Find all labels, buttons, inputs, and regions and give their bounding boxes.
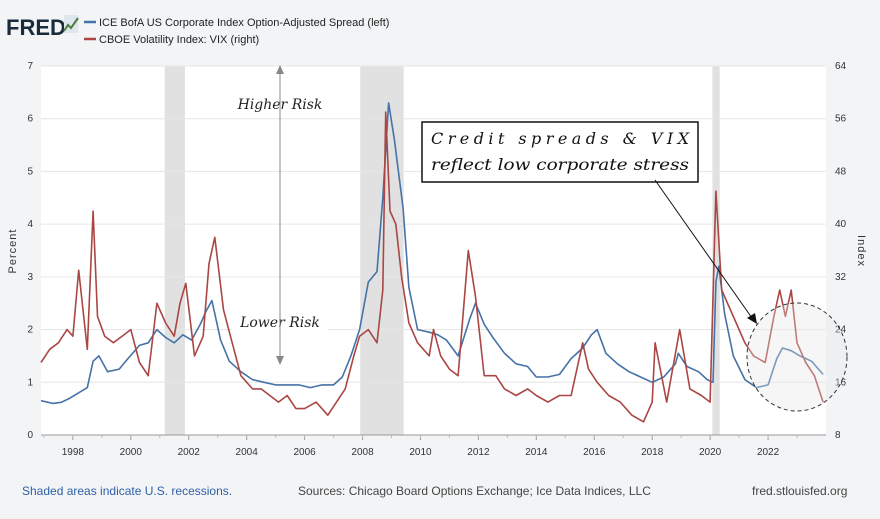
y-left-tick-label: 4 bbox=[27, 219, 33, 230]
risk-annotation: Higher Risk Lower Risk bbox=[228, 65, 332, 365]
y-left-tick-label: 7 bbox=[27, 61, 33, 72]
legend-label-spread: ICE BofA US Corporate Index Option-Adjus… bbox=[99, 17, 389, 29]
y-left-tick-label: 5 bbox=[27, 166, 33, 177]
footer-recession-note: Shaded areas indicate U.S. recessions. bbox=[22, 484, 233, 498]
x-tick-label: 2012 bbox=[467, 447, 490, 458]
risk-arrow-down-icon bbox=[276, 356, 284, 365]
x-tick-label: 2002 bbox=[178, 447, 201, 458]
series-line-vix bbox=[40, 111, 824, 423]
footer-sources: Sources: Chicago Board Options Exchange;… bbox=[298, 484, 651, 498]
fred-wordmark: FRED bbox=[6, 15, 66, 40]
y-left-tick-label: 0 bbox=[27, 430, 33, 441]
x-tick-label: 2006 bbox=[293, 447, 316, 458]
series-lines bbox=[40, 102, 824, 423]
y-left-tick-label: 2 bbox=[27, 325, 33, 336]
recession-band-1 bbox=[360, 66, 404, 435]
x-axis: 1998 2000 2002 2004 2006 2008 2010 2012 2014 2016… bbox=[41, 434, 826, 458]
y-right-tick-label: 48 bbox=[835, 166, 847, 177]
x-tick-label: 1998 bbox=[62, 447, 85, 458]
y-right-tick-label: 8 bbox=[835, 430, 841, 441]
callout-pointer bbox=[654, 179, 753, 319]
recession-band-2 bbox=[712, 66, 720, 435]
risk-arrow-up-icon bbox=[276, 65, 284, 74]
y-right-tick-label: 16 bbox=[835, 377, 847, 388]
callout-line-2: reflect low corporate stress bbox=[431, 155, 689, 174]
x-tick-label: 2000 bbox=[120, 447, 143, 458]
recession-band-0 bbox=[164, 66, 185, 435]
y-axis-left: 0 1 2 3 4 5 6 7 bbox=[27, 61, 33, 441]
x-tick-label: 2014 bbox=[525, 447, 548, 458]
callout: Credit spreads & VIX reflect low corpora… bbox=[421, 121, 848, 412]
x-tick-label: 2008 bbox=[351, 447, 374, 458]
y-left-tick-label: 1 bbox=[27, 377, 33, 388]
callout-box bbox=[421, 121, 699, 183]
x-tick-label: 2016 bbox=[583, 447, 606, 458]
y-axis-left-label: Percent bbox=[7, 229, 19, 274]
y-right-tick-label: 64 bbox=[835, 61, 847, 72]
y-left-tick-label: 3 bbox=[27, 272, 33, 283]
footer-site-link[interactable]: fred.stlouisfed.org bbox=[752, 484, 848, 498]
legend: ICE BofA US Corporate Index Option-Adjus… bbox=[84, 17, 389, 46]
y-right-tick-label: 56 bbox=[835, 114, 847, 125]
fred-logo: FRED bbox=[6, 15, 79, 40]
x-tick-label: 2004 bbox=[236, 447, 259, 458]
x-tick-label: 2010 bbox=[409, 447, 432, 458]
y-right-tick-label: 40 bbox=[835, 219, 847, 230]
highlight-circle bbox=[746, 302, 848, 412]
callout-arrowhead-icon bbox=[747, 313, 757, 324]
y-left-tick-label: 6 bbox=[27, 114, 33, 125]
series-line-credit-spread bbox=[40, 102, 824, 405]
y-right-tick-label: 32 bbox=[835, 272, 847, 283]
legend-label-vix: CBOE Volatility Index: VIX (right) bbox=[99, 34, 259, 46]
x-tick-label: 2022 bbox=[757, 447, 780, 458]
fred-chart-icon bbox=[63, 15, 79, 33]
y-axis-right: 8 16 24 32 40 48 56 64 bbox=[835, 61, 847, 441]
y-right-tick-label: 24 bbox=[835, 325, 847, 336]
x-tick-label: 2018 bbox=[641, 447, 664, 458]
y-axis-right-label: Index bbox=[855, 235, 867, 267]
x-tick-label: 2020 bbox=[699, 447, 722, 458]
recession-shading bbox=[164, 66, 720, 435]
